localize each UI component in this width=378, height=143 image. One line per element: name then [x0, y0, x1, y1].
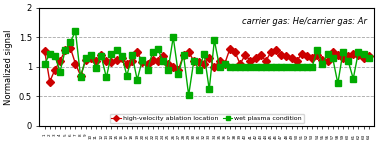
Legend: high-velocity ablation location, wet plasma condition: high-velocity ablation location, wet pla… [110, 114, 304, 123]
Y-axis label: Normalized signal: Normalized signal [4, 29, 13, 105]
Text: carrier gas: He/carrier gas: Ar: carrier gas: He/carrier gas: Ar [242, 17, 367, 26]
